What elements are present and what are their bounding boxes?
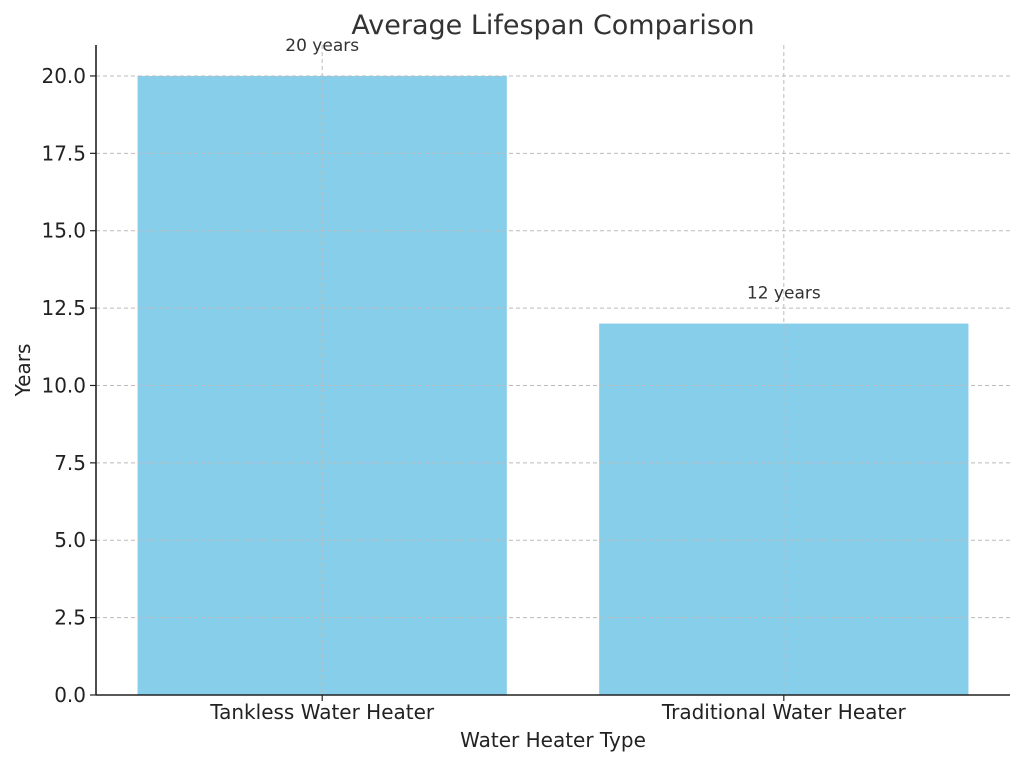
x-ticks: Tankless Water Heater Traditional Water H… bbox=[209, 695, 907, 724]
x-axis-label: Water Heater Type bbox=[460, 728, 646, 752]
y-tick-label: 12.5 bbox=[41, 296, 86, 320]
y-ticks: 0.0 2.5 5.0 7.5 10.0 12.5 15.0 17.5 20.0 bbox=[41, 64, 96, 707]
y-axis-label: Years bbox=[11, 344, 35, 398]
grid bbox=[96, 45, 1010, 696]
y-tick-label: 7.5 bbox=[54, 451, 86, 475]
x-tick-label: Traditional Water Heater bbox=[661, 700, 907, 724]
y-tick-label: 20.0 bbox=[41, 64, 86, 88]
y-tick-label: 2.5 bbox=[54, 606, 86, 630]
chart-title: Average Lifespan Comparison bbox=[351, 10, 754, 41]
data-labels: 20 years 12 years bbox=[285, 36, 821, 304]
y-tick-label: 10.0 bbox=[41, 373, 86, 397]
x-tick-label: Tankless Water Heater bbox=[209, 700, 435, 724]
y-tick-label: 5.0 bbox=[54, 528, 86, 552]
y-tick-label: 15.0 bbox=[41, 219, 86, 243]
y-tick-label: 17.5 bbox=[41, 141, 86, 165]
data-label: 12 years bbox=[747, 284, 821, 304]
data-label: 20 years bbox=[285, 36, 359, 56]
y-tick-label: 0.0 bbox=[54, 683, 86, 707]
